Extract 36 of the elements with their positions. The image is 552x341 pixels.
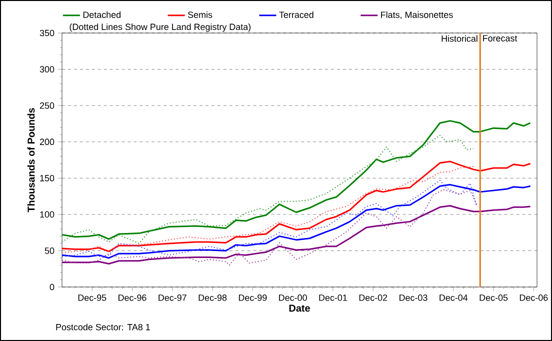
text: Postcode Sector: TA8 1 — [56, 324, 150, 330]
x-tick-label: Dec-99 — [238, 294, 267, 301]
y-tick-label: 50 — [44, 248, 54, 254]
line-series — [62, 189, 478, 266]
y-axis-title: Thousands of Pounds — [27, 108, 35, 212]
y-tick-label: 300 — [40, 66, 54, 72]
x-tick-label: Dec-96 — [118, 294, 146, 301]
line-series — [62, 166, 474, 254]
y-tick-label: 200 — [40, 138, 54, 146]
x-axis-title: Date — [289, 304, 310, 312]
x-tick-label: Dec-06 — [520, 294, 548, 301]
x-tick-label: Dec-03 — [400, 294, 428, 301]
annotation: Forecast — [483, 35, 518, 42]
x-tick-label: Dec-95 — [78, 294, 106, 301]
x-tick-label: Dec-98 — [198, 294, 227, 301]
y-tick-label: 150 — [40, 174, 54, 182]
line-series — [62, 160, 532, 252]
legend-label: Detached — [83, 11, 120, 18]
x-tick-label: Dec-02 — [359, 294, 388, 301]
ref-line-label: Historical — [442, 35, 478, 42]
x-tick-label: Dec-04 — [440, 294, 468, 301]
legend-label: Semis — [188, 11, 212, 18]
line-series — [62, 120, 532, 240]
y-tick-label: 100 — [40, 211, 54, 218]
x-tick-label: Dec-05 — [480, 294, 508, 301]
x-tick-label: Dec-97 — [158, 294, 186, 301]
line-series — [62, 180, 478, 258]
y-tick-label: 350 — [40, 30, 54, 36]
x-tick-label: Dec-01 — [319, 294, 347, 301]
legend-label: Flats, Maisonettes — [381, 11, 453, 20]
legend-label: Terraced — [279, 11, 314, 18]
x-tick-label: Dec-00 — [279, 294, 307, 301]
chart-subtitle: (Dotted Lines Show Pure Land Registry Data) — [70, 23, 251, 32]
y-tick-label: 250 — [40, 102, 54, 109]
y-tick-label: 0 — [50, 284, 54, 290]
line-series — [62, 134, 474, 244]
